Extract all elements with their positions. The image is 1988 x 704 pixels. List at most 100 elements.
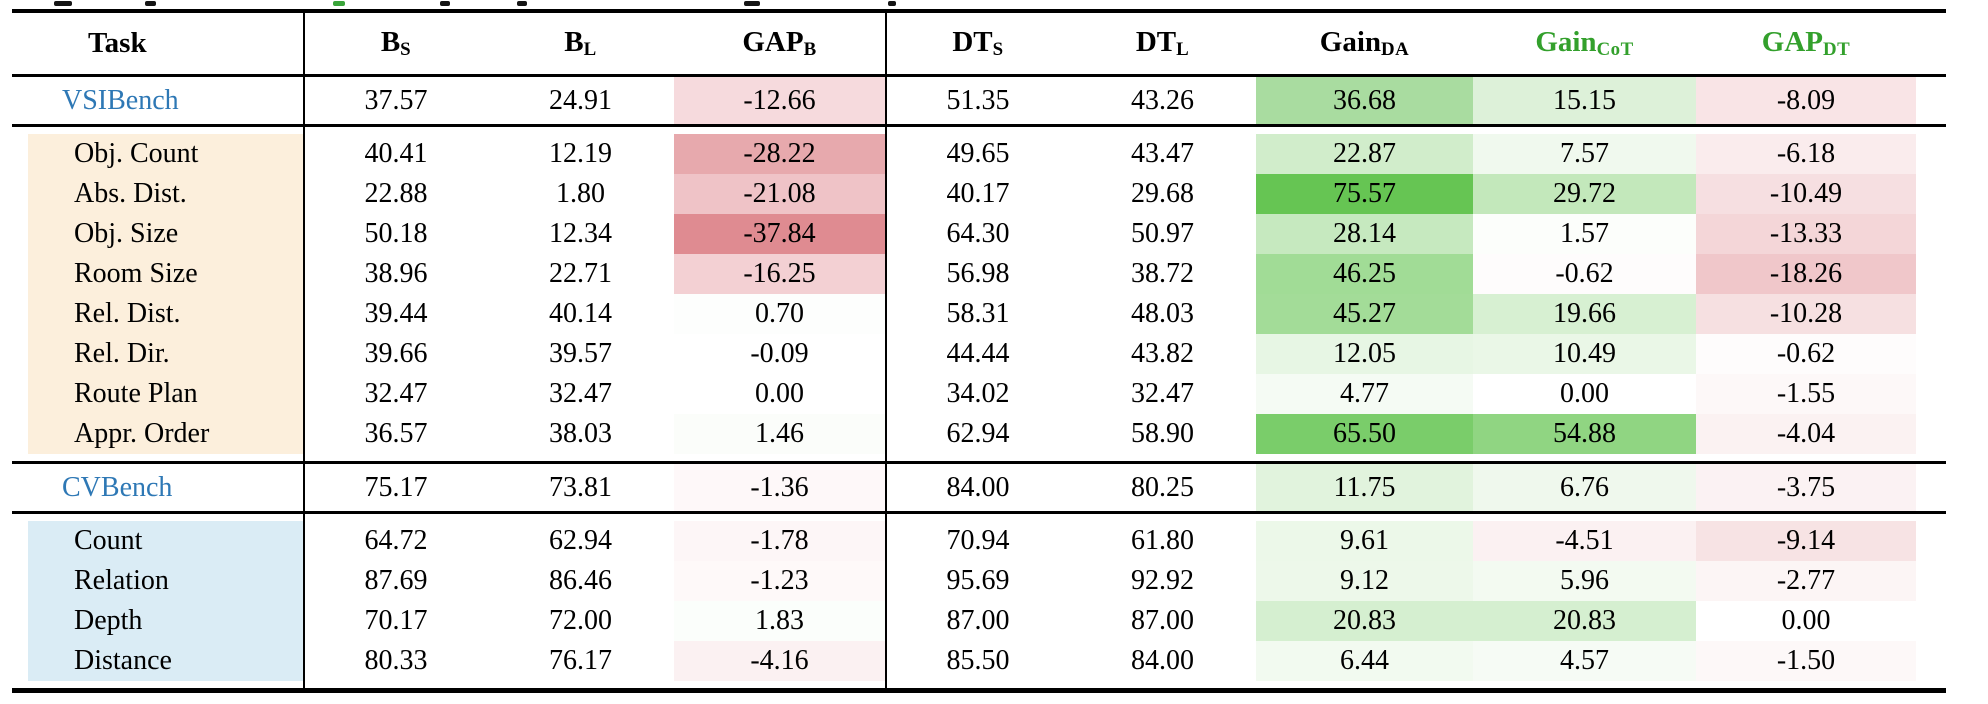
subtask-row: Obj. Size 50.18 12.34 -37.84 64.30 50.97 28.14…: [12, 214, 1946, 254]
subtask-row: Distance 80.33 76.17 -4.16 85.50 84.00 6.44 4.5…: [12, 641, 1946, 681]
value-cell: 51.35: [946, 84, 1010, 116]
value-cell: -2.77: [1696, 561, 1916, 601]
trailing-cell: [1916, 561, 1946, 601]
col-header-trailing: [1916, 11, 1946, 76]
value-cell: 6.76: [1473, 462, 1696, 513]
col-header-gain-da: GainDA: [1319, 25, 1410, 61]
spacer-cell: [886, 513, 1069, 522]
value-cell: 61.80: [1131, 525, 1194, 556]
task-cell: Abs. Dist.: [12, 174, 305, 214]
col-header-gain-cot: GainCoT: [1535, 25, 1634, 61]
spacer-cell: [12, 681, 305, 691]
value-cell: -28.22: [674, 134, 887, 174]
spacer-cell: [487, 454, 674, 463]
task-cell: Room Size: [12, 254, 305, 294]
value-cell: 12.19: [549, 138, 612, 169]
value-cell: 62.94: [946, 418, 1010, 449]
value-cell: 29.68: [1131, 178, 1194, 209]
spacer-cell: [1916, 454, 1946, 463]
spacer-cell: [1473, 681, 1696, 691]
value-cell: 11.75: [1256, 462, 1473, 513]
task-cell: Route Plan: [12, 374, 305, 414]
col-header-task: Task: [12, 11, 305, 76]
value-cell: 87.69: [364, 565, 428, 596]
value-cell: 36.68: [1256, 75, 1473, 126]
spacer-cell: [12, 125, 305, 134]
value-cell: 24.91: [549, 84, 612, 116]
subtask-row: Depth 70.17 72.00 1.83 87.00 87.00 20.83 20.83 0…: [12, 601, 1946, 641]
spacer-cell: [1069, 513, 1256, 522]
task-cell: Appr. Order: [12, 414, 305, 454]
subtask-row: Room Size 38.96 22.71 -16.25 56.98 38.72 46.25…: [12, 254, 1946, 294]
table-header: Task BS BL GAPB DTS DTL GainDA GainCoT G…: [12, 11, 1946, 76]
value-cell: -10.28: [1696, 294, 1916, 334]
value-cell: 36.57: [364, 418, 428, 449]
clipped-text-fragment: [145, 1, 156, 6]
value-cell: 46.25: [1256, 254, 1473, 294]
task-cell: VSIBench: [12, 75, 305, 126]
spacer-cell: [1696, 126, 1916, 135]
value-cell: -12.66: [674, 75, 887, 126]
value-cell: -3.75: [1696, 462, 1916, 513]
value-cell: -4.16: [674, 641, 887, 681]
spacer-cell: [674, 454, 887, 463]
value-cell: 87.00: [946, 605, 1010, 636]
spacer-cell: [487, 126, 674, 135]
value-cell: 6.44: [1256, 641, 1473, 681]
spacer-cell: [886, 681, 1069, 691]
trailing-cell: [1916, 463, 1946, 513]
value-cell: -1.36: [674, 462, 887, 513]
value-cell: 0.00: [1560, 378, 1609, 409]
value-cell: 0.00: [674, 374, 887, 414]
value-cell: -16.25: [674, 254, 887, 294]
value-cell: 4.57: [1473, 641, 1696, 681]
value-cell: 75.17: [364, 471, 428, 503]
trailing-cell: [1916, 414, 1946, 454]
value-cell: 80.25: [1131, 471, 1194, 503]
value-cell: 48.03: [1131, 298, 1194, 329]
value-cell: 12.34: [549, 218, 612, 249]
task-cell: Rel. Dist.: [12, 294, 305, 334]
task-cell: Obj. Count: [12, 134, 305, 174]
value-cell: 70.17: [364, 605, 428, 636]
value-cell: 73.81: [549, 471, 612, 503]
value-cell: 29.72: [1473, 174, 1696, 214]
trailing-cell: [1916, 294, 1946, 334]
spacer-cell: [1696, 454, 1916, 463]
trailing-cell: [1916, 214, 1946, 254]
col-header-gap-dt: GAPDT: [1761, 25, 1851, 61]
value-cell: 64.30: [946, 218, 1010, 249]
spacer-cell: [1256, 513, 1473, 522]
value-cell: 56.98: [946, 258, 1010, 289]
value-cell: 45.27: [1256, 294, 1473, 334]
spacer-cell: [304, 513, 487, 522]
spacer-cell: [1916, 126, 1946, 135]
value-cell: 40.17: [946, 178, 1010, 209]
value-cell: 9.61: [1256, 521, 1473, 561]
value-cell: 65.50: [1256, 414, 1473, 454]
spacer-cell: [674, 125, 887, 134]
clipped-caption-strip: [0, 0, 1988, 8]
value-cell: 5.96: [1473, 561, 1696, 601]
value-cell: 22.71: [549, 258, 612, 289]
value-cell: 92.92: [1131, 565, 1194, 596]
value-cell: -6.18: [1696, 134, 1916, 174]
value-cell: -1.55: [1696, 374, 1916, 414]
value-cell: 43.26: [1131, 84, 1194, 116]
value-cell: 32.47: [1131, 378, 1194, 409]
col-header-dt-small: DTS: [952, 25, 1004, 61]
trailing-cell: [1916, 601, 1946, 641]
value-cell: 1.80: [556, 178, 605, 209]
spacer-cell: [674, 681, 887, 691]
spacer-cell: [1916, 681, 1946, 691]
value-cell: 15.15: [1473, 75, 1696, 126]
value-cell: -13.33: [1696, 214, 1916, 254]
spacer-cell: [1473, 454, 1696, 463]
clipped-text-fragment: [54, 1, 72, 6]
value-cell: -4.04: [1696, 414, 1916, 454]
value-cell: -8.09: [1696, 75, 1916, 126]
trailing-cell: [1916, 641, 1946, 681]
value-cell: 19.66: [1473, 294, 1696, 334]
spacer-cell: [1916, 513, 1946, 522]
value-cell: 38.96: [364, 258, 428, 289]
